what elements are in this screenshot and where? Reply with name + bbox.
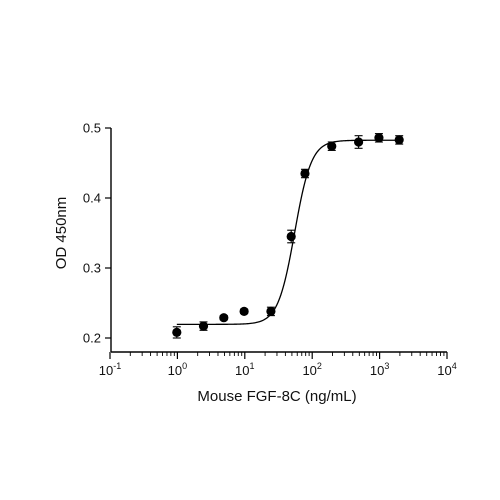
- y-tick-label: 0.5: [83, 121, 101, 136]
- x-axis-title: Mouse FGF-8C (ng/mL): [197, 388, 356, 405]
- point-marker: [240, 307, 249, 316]
- point-marker: [354, 137, 363, 146]
- point-marker: [287, 232, 296, 241]
- data-points: [172, 133, 404, 338]
- data-point: [219, 313, 228, 322]
- y-tick-label: 0.4: [83, 191, 101, 206]
- point-marker: [300, 169, 309, 178]
- fit-curve-group: [177, 140, 399, 324]
- x-tick-label: 102: [302, 361, 321, 378]
- point-marker: [219, 313, 228, 322]
- data-point: [395, 135, 404, 144]
- point-marker: [327, 142, 336, 151]
- data-point: [374, 133, 383, 142]
- data-point: [354, 136, 363, 149]
- data-point: [327, 142, 336, 151]
- x-tick-label: 104: [437, 361, 456, 378]
- x-tick-label: 103: [370, 361, 389, 378]
- y-axis-title: OD 450nm: [53, 197, 70, 270]
- point-marker: [266, 307, 275, 316]
- data-point: [240, 307, 249, 316]
- y-tick-label: 0.3: [83, 261, 101, 276]
- point-marker: [395, 135, 404, 144]
- x-tick-label: 100: [168, 361, 187, 378]
- point-marker: [199, 322, 208, 331]
- y-axis: 0.2 0.3 0.4 0.5: [83, 121, 111, 353]
- data-point: [266, 307, 275, 316]
- x-axis: 10-1 100 101 102 103 104: [99, 352, 457, 378]
- data-point: [199, 322, 208, 331]
- x-tick-label: 10-1: [99, 361, 121, 378]
- point-marker: [374, 133, 383, 142]
- point-marker: [172, 328, 181, 337]
- data-point: [300, 169, 309, 178]
- data-point: [172, 327, 181, 338]
- x-tick-label: 101: [235, 361, 254, 378]
- y-tick-label: 0.2: [83, 331, 101, 346]
- fit-curve: [177, 140, 399, 324]
